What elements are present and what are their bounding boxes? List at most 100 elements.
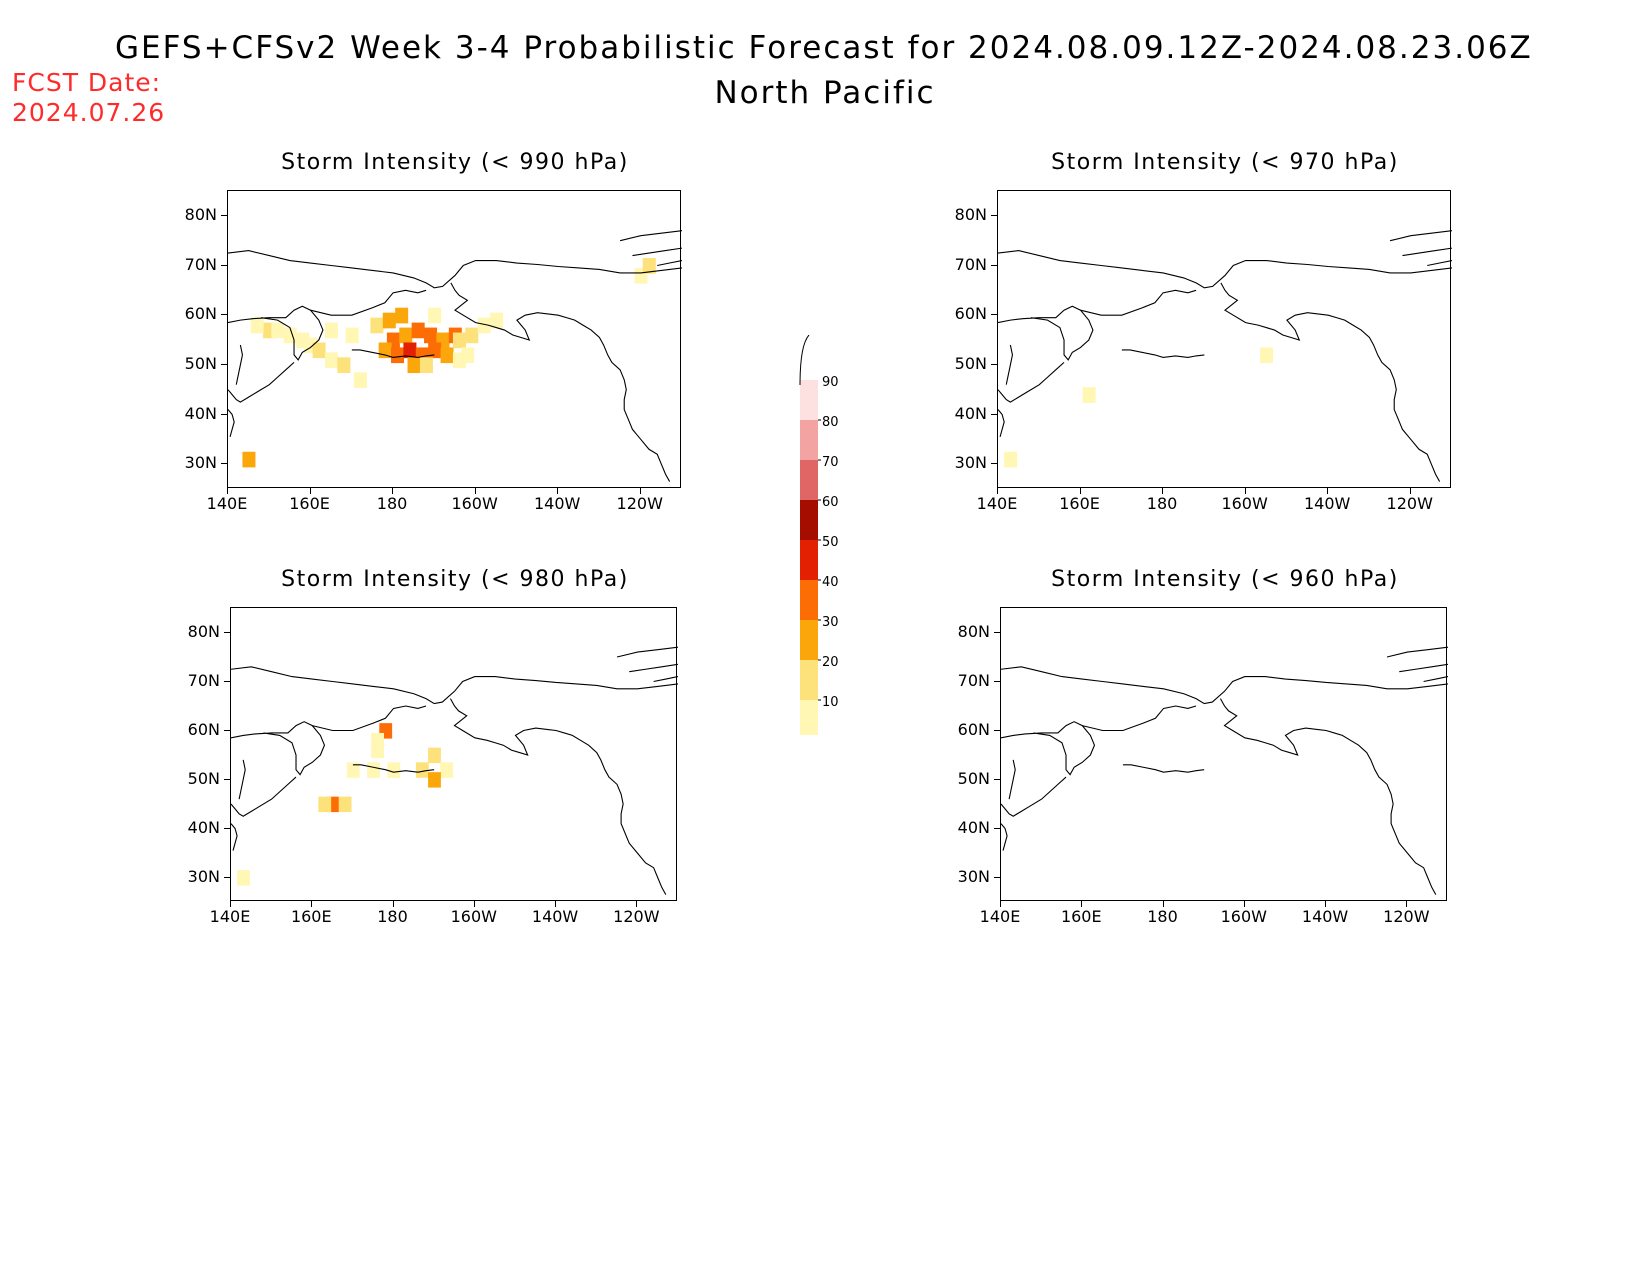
lon-tick xyxy=(1243,901,1245,907)
lat-tick-label: 50N xyxy=(957,768,990,788)
probability-cell xyxy=(452,332,466,349)
lat-tick-label: 30N xyxy=(184,453,217,473)
lon-tick xyxy=(1406,901,1408,907)
lon-tick-label: 120W xyxy=(1383,907,1430,926)
colorbar-swatch xyxy=(800,460,818,500)
lat-tick-label: 80N xyxy=(954,204,987,224)
probability-cell xyxy=(465,327,479,344)
coastline xyxy=(449,698,667,895)
lon-tick xyxy=(1079,488,1081,494)
lat-tick xyxy=(991,264,997,266)
colorbar-label: 10 xyxy=(822,695,839,710)
forecast-date-block: FCST Date: 2024.07.26 xyxy=(12,68,165,128)
coastline xyxy=(235,344,244,385)
lat-tick xyxy=(221,214,227,216)
lat-tick-label: 80N xyxy=(187,621,220,641)
coastline xyxy=(1005,344,1014,385)
colorbar-top-cap xyxy=(799,335,810,386)
map-frame xyxy=(997,190,1452,488)
coastline xyxy=(657,259,682,267)
coastline xyxy=(312,705,427,732)
lon-tick xyxy=(1081,901,1083,907)
probability-cell xyxy=(382,312,396,329)
probability-cell xyxy=(378,342,392,359)
lon-tick-label: 160E xyxy=(1060,907,1102,926)
colorbar-swatch xyxy=(800,580,818,620)
lat-tick xyxy=(224,778,230,780)
lat-tick-label: 40N xyxy=(954,403,987,423)
lon-tick-label: 160W xyxy=(1221,494,1268,513)
probability-cell xyxy=(250,317,264,334)
coastline xyxy=(1399,663,1448,673)
lon-tick xyxy=(1244,488,1246,494)
lon-tick-label: 140W xyxy=(1301,907,1349,926)
probability-cell xyxy=(424,327,438,344)
lat-tick xyxy=(224,729,230,731)
probability-cell xyxy=(346,762,360,778)
probability-cell xyxy=(353,372,367,388)
probability-cell xyxy=(391,347,405,364)
lat-tick-label: 40N xyxy=(957,817,990,837)
probability-cell xyxy=(237,870,250,886)
probability-cell xyxy=(419,357,433,374)
map-canvas xyxy=(231,646,678,895)
lon-tick-label: 160W xyxy=(450,907,497,926)
lon-tick xyxy=(1325,901,1327,907)
lon-tick xyxy=(473,901,475,907)
coastline xyxy=(629,663,678,673)
coastline xyxy=(1122,764,1205,773)
coastline xyxy=(228,305,324,361)
lon-tick-label: 140E xyxy=(976,494,1018,513)
probability-cell xyxy=(428,747,441,764)
probability-cell xyxy=(407,357,421,374)
probability-cell xyxy=(428,342,442,359)
lat-tick xyxy=(991,413,997,415)
lat-tick-label: 70N xyxy=(957,670,990,690)
probability-cell xyxy=(477,317,491,334)
probability-cell xyxy=(345,327,359,344)
lat-tick xyxy=(991,363,997,365)
probability-cell xyxy=(387,762,401,778)
probability-cell xyxy=(642,258,656,274)
lon-tick xyxy=(230,901,231,907)
figure-title-line2: North Pacific xyxy=(714,75,936,111)
lat-tick xyxy=(991,463,997,465)
map-frame xyxy=(230,607,678,901)
lat-tick-label: 60N xyxy=(957,719,990,739)
colorbar-label: 60 xyxy=(822,495,839,510)
lon-tick xyxy=(1409,488,1411,494)
probability-cell xyxy=(415,762,429,778)
coastline xyxy=(231,776,297,817)
coastline xyxy=(1386,646,1448,658)
lon-tick xyxy=(311,901,313,907)
forecast-date-value: 2024.07.26 xyxy=(12,98,166,127)
coastline xyxy=(231,721,326,776)
lat-tick-label: 30N xyxy=(187,866,220,886)
lon-tick-label: 120W xyxy=(1386,494,1433,513)
probability-cell xyxy=(1004,451,1018,468)
probability-cell xyxy=(338,796,352,813)
lat-tick-label: 50N xyxy=(187,768,220,788)
lon-tick xyxy=(309,488,311,494)
lat-tick xyxy=(994,876,1000,878)
probability-cell xyxy=(324,352,338,369)
lat-tick-label: 60N xyxy=(184,304,217,324)
lon-tick-label: 120W xyxy=(613,907,660,926)
lat-tick-label: 60N xyxy=(187,719,220,739)
lat-tick xyxy=(994,827,1000,829)
colorbar-swatch xyxy=(800,620,818,660)
colorbar-label: 90 xyxy=(822,375,839,390)
lon-tick-label: 160W xyxy=(1220,907,1267,926)
probability-cell xyxy=(411,322,425,339)
figure-title-line1: GEFS+CFSv2 Week 3-4 Probabilistic Foreca… xyxy=(115,30,1533,66)
coastline xyxy=(616,646,678,658)
lat-tick xyxy=(221,314,227,316)
forecast-date-label: FCST Date: xyxy=(12,68,162,97)
lon-tick xyxy=(392,901,394,907)
colorbar-label: 30 xyxy=(822,615,839,630)
lat-tick-label: 60N xyxy=(954,304,987,324)
lat-tick-label: 40N xyxy=(184,403,217,423)
lat-tick-label: 30N xyxy=(957,866,990,886)
panel-title: Storm Intensity (< 960 hPa) xyxy=(1051,567,1399,592)
lat-tick xyxy=(991,214,997,216)
